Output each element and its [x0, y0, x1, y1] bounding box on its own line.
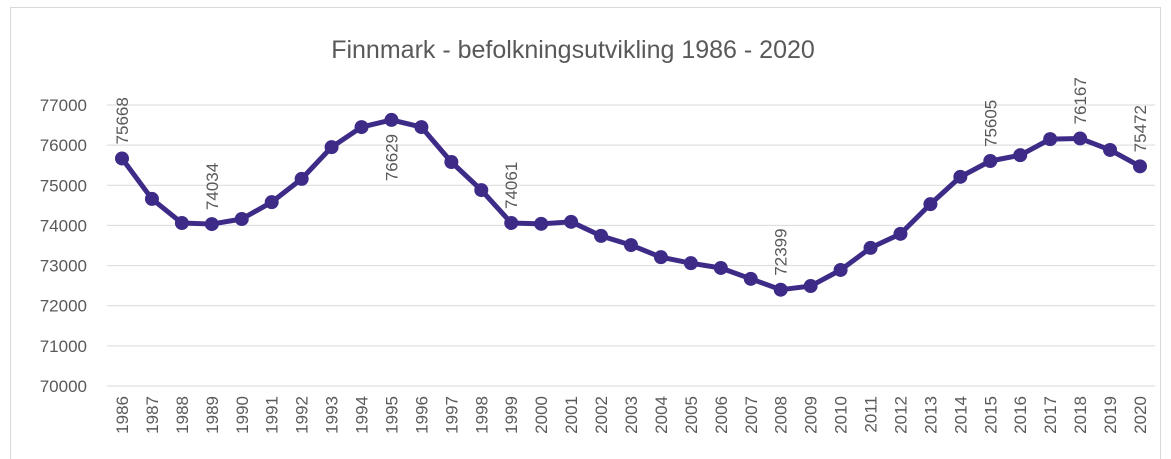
data-label: 76629 — [382, 134, 401, 181]
x-tick-label: 2011 — [862, 396, 881, 433]
data-label: 72399 — [772, 228, 791, 275]
point — [713, 260, 728, 275]
x-tick-label: 1994 — [353, 396, 372, 434]
point — [653, 250, 668, 265]
point — [354, 120, 369, 135]
data-label: 75605 — [981, 100, 1000, 147]
point — [1043, 132, 1058, 147]
x-tick-label: 2001 — [562, 396, 581, 434]
x-tick-label: 1990 — [233, 396, 252, 434]
x-tick-label: 1999 — [502, 396, 521, 434]
point — [803, 279, 818, 294]
point — [294, 171, 309, 186]
y-tick-label: 73000 — [40, 257, 87, 276]
x-tick-label: 2013 — [921, 396, 940, 434]
x-tick-label: 2019 — [1101, 396, 1120, 434]
x-tick-label: 2012 — [891, 396, 910, 434]
x-tick-label: 1995 — [382, 396, 401, 434]
point — [144, 191, 159, 206]
x-tick-label: 1992 — [293, 396, 312, 434]
x-tick-label: 1987 — [143, 396, 162, 434]
point — [384, 112, 399, 127]
y-tick-label: 72000 — [40, 297, 87, 316]
point — [893, 226, 908, 241]
point — [1133, 159, 1147, 174]
point — [743, 271, 758, 286]
point — [1013, 148, 1028, 163]
point — [534, 216, 549, 231]
point — [863, 240, 878, 255]
y-tick-label: 77000 — [40, 96, 87, 115]
point — [414, 120, 429, 135]
y-tick-label: 75000 — [40, 176, 87, 195]
point — [1103, 142, 1118, 157]
x-tick-label: 1998 — [472, 396, 491, 434]
x-tick-label: 2009 — [802, 396, 821, 434]
chart-title: Finnmark - befolkningsutvikling 1986 - 2… — [331, 36, 815, 64]
chart-frame — [10, 7, 1161, 459]
x-tick-label: 2007 — [742, 396, 761, 434]
point — [833, 262, 848, 277]
data-label: 75472 — [1131, 105, 1150, 152]
y-tick-label: 74000 — [40, 216, 87, 235]
x-tick-label: 1996 — [412, 396, 431, 434]
x-tick-label: 2014 — [951, 396, 970, 434]
y-tick-label: 70000 — [40, 377, 87, 396]
x-tick-label: 2020 — [1131, 396, 1150, 434]
x-tick-label: 1988 — [173, 396, 192, 434]
point — [773, 282, 788, 297]
x-tick-label: 2002 — [592, 396, 611, 434]
x-tick-label: 2018 — [1071, 396, 1090, 434]
x-tick-label: 2015 — [981, 396, 1000, 434]
point — [264, 195, 279, 210]
x-tick-label: 2010 — [832, 396, 851, 434]
point — [324, 140, 339, 155]
x-tick-label: 2004 — [652, 396, 671, 434]
x-tick-label: 2016 — [1011, 396, 1030, 434]
x-tick-label: 1986 — [113, 396, 132, 434]
x-tick-label: 2003 — [622, 396, 641, 434]
point — [504, 215, 519, 230]
point — [594, 228, 609, 243]
point — [474, 183, 489, 198]
x-tick-label: 1991 — [263, 396, 282, 434]
x-tick-label: 2005 — [682, 396, 701, 434]
data-label: 76167 — [1071, 77, 1090, 124]
point — [683, 256, 698, 271]
point — [923, 197, 938, 212]
point — [983, 153, 998, 168]
point — [204, 217, 219, 232]
x-tick-label: 1993 — [323, 396, 342, 434]
x-tick-label: 2006 — [712, 396, 731, 434]
data-label: 74034 — [203, 163, 222, 210]
data-label: 75668 — [113, 97, 132, 144]
point — [234, 212, 249, 227]
point — [1073, 131, 1088, 146]
x-tick-label: 2008 — [772, 396, 791, 434]
point — [564, 214, 579, 229]
point — [444, 155, 459, 170]
point — [624, 238, 638, 253]
y-tick-label: 71000 — [40, 337, 87, 356]
x-tick-label: 1989 — [203, 396, 222, 434]
x-tick-label: 2017 — [1041, 396, 1060, 434]
data-label: 74061 — [502, 162, 521, 209]
y-tick-label: 76000 — [40, 136, 87, 155]
point — [953, 169, 968, 184]
point — [174, 216, 189, 231]
x-tick-label: 2000 — [532, 396, 551, 434]
point — [115, 151, 129, 166]
x-tick-label: 1997 — [442, 396, 461, 434]
